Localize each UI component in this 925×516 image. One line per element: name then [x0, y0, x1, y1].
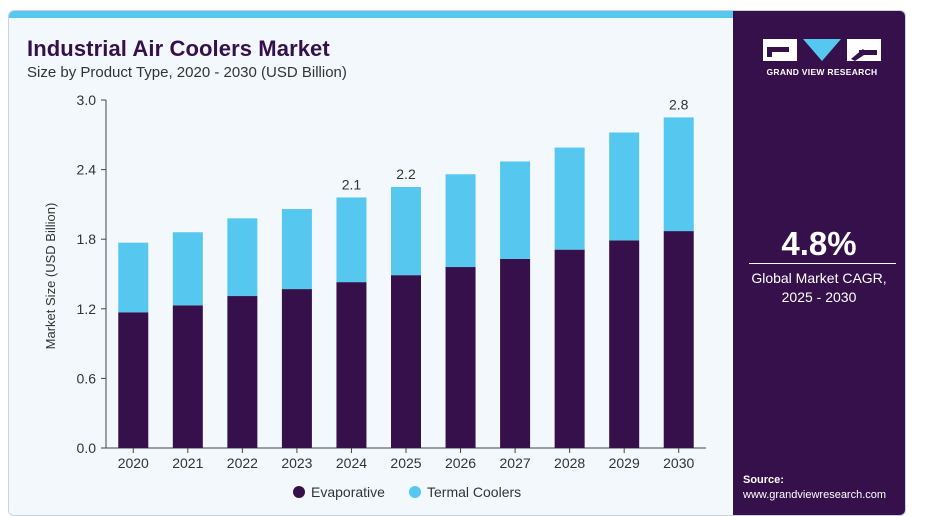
- bar-evaporative: [172, 305, 203, 448]
- cagr-label: Global Market CAGR, 2025 - 2030: [743, 269, 895, 307]
- stacked-bar-chart: 0.0 0.6 1.2 1.8 2.4 3.0 Market Size (USD Billi…: [43, 92, 706, 500]
- x-tick-label: 2024: [336, 455, 367, 471]
- bar-termal-coolers: [336, 197, 367, 283]
- y-tick-label: 3.0: [77, 92, 97, 108]
- brand-logo: GRAND VIEW RESEARCH: [759, 37, 885, 77]
- legend-marker-evaporative: [293, 486, 305, 498]
- brand-name: GRAND VIEW RESEARCH: [766, 67, 878, 77]
- x-tick-label: 2023: [281, 455, 312, 471]
- divider: [749, 263, 896, 264]
- bar-termal-coolers: [281, 209, 312, 290]
- legend-label-evaporative: Evaporative: [311, 484, 385, 500]
- infographic-card: Industrial Air Coolers Market Size by Pr…: [8, 10, 906, 516]
- bar-evaporative: [391, 275, 421, 448]
- x-tick-label: 2027: [500, 455, 531, 471]
- bar-evaporative: [118, 312, 149, 448]
- cagr-label-line2: 2025 - 2030: [781, 289, 857, 305]
- x-tick-label: 2021: [172, 455, 203, 471]
- cagr-label-line1: Global Market CAGR,: [751, 270, 887, 286]
- grand-view-logo-icon: [763, 39, 881, 61]
- bar-evaporative: [281, 289, 312, 448]
- bar-total-label: 2.2: [396, 166, 416, 182]
- bar-termal-coolers: [554, 147, 585, 250]
- bar-total-label: 2.8: [669, 96, 689, 112]
- bar-evaporative: [609, 240, 640, 448]
- y-tick-label: 0.0: [77, 440, 97, 456]
- bar-termal-coolers: [500, 161, 531, 259]
- x-tick-label: 2020: [118, 455, 149, 471]
- bar-evaporative: [227, 296, 258, 448]
- legend-label-termal-coolers: Termal Coolers: [427, 484, 521, 500]
- bar-evaporative: [445, 267, 476, 448]
- y-tick-label: 2.4: [77, 162, 97, 178]
- x-tick-label: 2022: [227, 455, 258, 471]
- y-axis-title: Market Size (USD Billion): [43, 203, 58, 350]
- chart-subtitle: Size by Product Type, 2020 - 2030 (USD B…: [27, 64, 347, 81]
- y-tick-label: 1.8: [77, 231, 97, 247]
- source-label: Source:: [743, 474, 784, 486]
- cagr-value: 4.8%: [781, 225, 857, 262]
- bar-termal-coolers: [172, 232, 203, 306]
- bar-termal-coolers: [227, 218, 258, 297]
- legend-marker-termal-coolers: [409, 486, 421, 498]
- chart-title: Industrial Air Coolers Market: [27, 36, 330, 61]
- bar-evaporative: [663, 231, 694, 448]
- bar-termal-coolers: [118, 242, 149, 313]
- sidebar-panel: GRAND VIEW RESEARCH 4.8% Global Market C…: [733, 11, 905, 515]
- bar-termal-coolers: [663, 117, 694, 232]
- x-tick-label: 2025: [390, 455, 421, 471]
- source-url-link[interactable]: www.grandviewresearch.com: [743, 489, 887, 501]
- bar-termal-coolers: [609, 132, 640, 241]
- bar-evaporative: [336, 282, 367, 448]
- x-tick-label: 2030: [663, 455, 694, 471]
- x-tick-label: 2028: [554, 455, 585, 471]
- bar-evaporative: [500, 258, 531, 448]
- bar-termal-coolers: [391, 187, 421, 276]
- y-tick-label: 1.2: [77, 301, 97, 317]
- bar-evaporative: [554, 249, 585, 448]
- bar-termal-coolers: [445, 174, 476, 268]
- x-tick-label: 2029: [609, 455, 640, 471]
- bar-total-label: 2.1: [342, 176, 362, 192]
- y-tick-label: 0.6: [77, 370, 97, 386]
- accent-top-bar: [9, 11, 733, 18]
- x-tick-label: 2026: [445, 455, 476, 471]
